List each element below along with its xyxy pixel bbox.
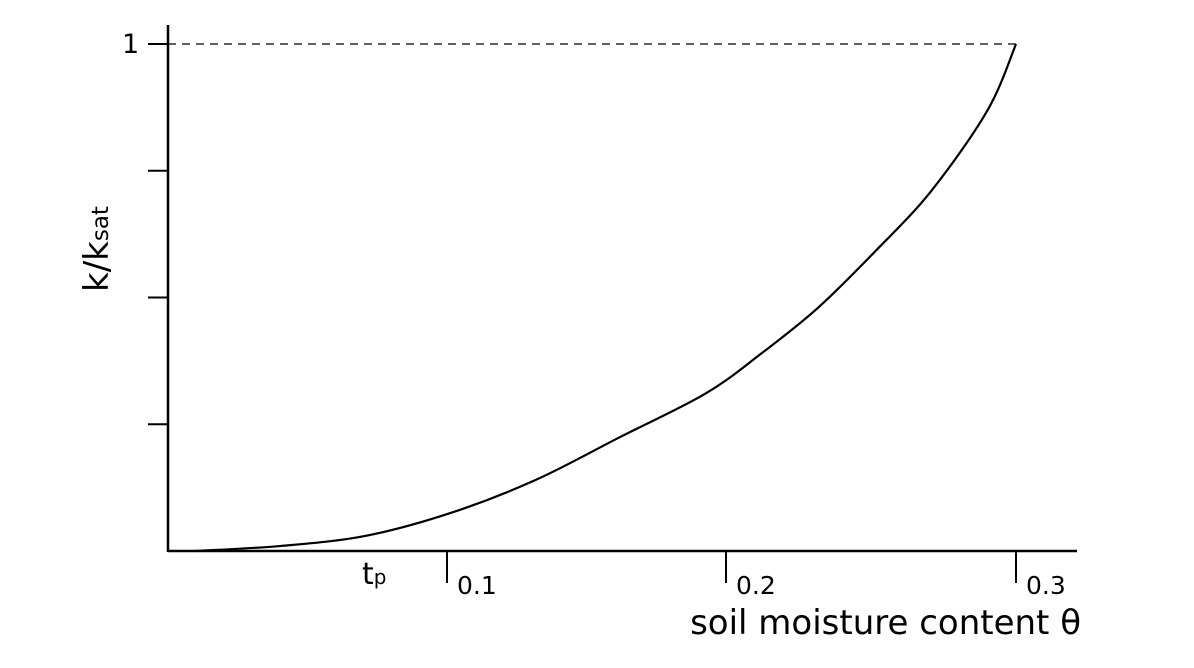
y-axis-label-main: k/k	[77, 241, 117, 292]
series-line	[196, 43, 1018, 553]
y-axis-label: k/ksat	[77, 206, 117, 292]
x-marker-main: t	[362, 557, 374, 592]
x-marker-sub: p	[374, 565, 387, 589]
x-axis-label: soil moisture content θ	[690, 603, 1081, 643]
x-tick-label-0.1: 0.1	[457, 571, 497, 600]
y-tick-label-1: 1	[122, 29, 139, 60]
x-ticks	[446, 551, 1017, 583]
x-tick-label-0.2: 0.2	[736, 571, 776, 600]
y-ticks	[148, 43, 168, 426]
x-tick-label-0.3: 0.3	[1026, 571, 1066, 600]
x-marker-label: tp	[362, 557, 386, 592]
y-axis-label-sub: sat	[88, 206, 114, 241]
